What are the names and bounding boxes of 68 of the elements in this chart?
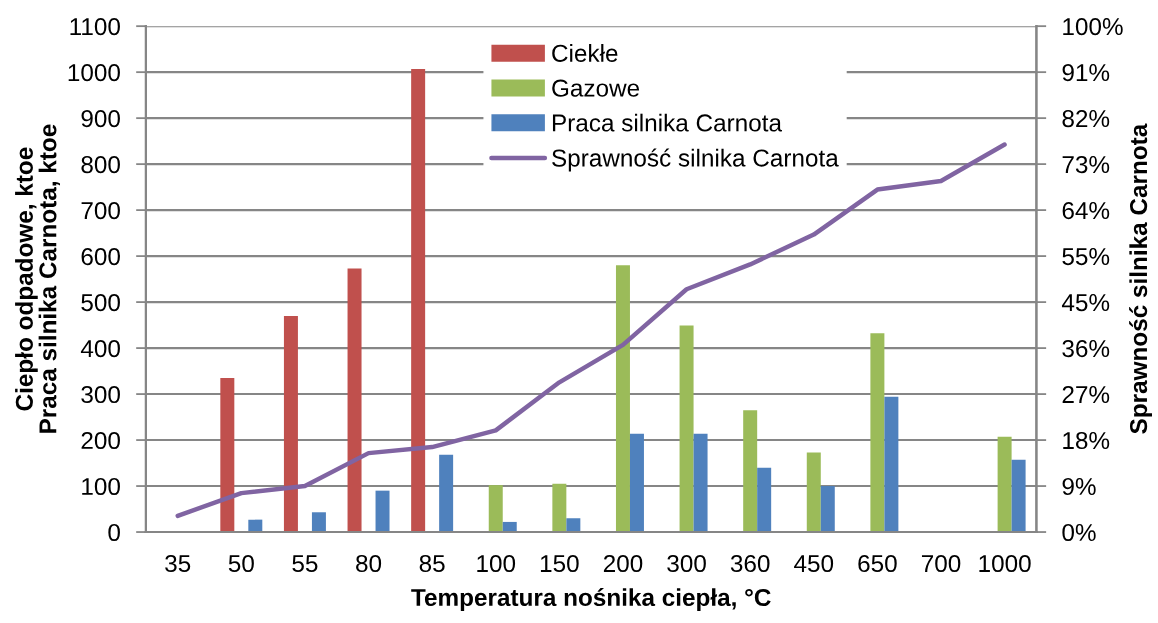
- y2-tick-label: 36%: [1062, 339, 1110, 358]
- y2-axis-title: Sprawność silnika Carnota: [1129, 123, 1152, 434]
- y-tick-label: 700: [81, 201, 120, 220]
- x-tick-label: 360: [730, 554, 770, 573]
- x-tick-label: 650: [858, 554, 897, 573]
- y2-tick-label: 18%: [1063, 431, 1110, 450]
- bar: [693, 433, 708, 533]
- bar: [488, 485, 503, 533]
- y-tick-label: 900: [81, 109, 120, 128]
- y2-tick-label: 55%: [1062, 248, 1110, 266]
- x-tick-label: 50: [228, 554, 254, 573]
- y-tick-label: 200: [81, 431, 120, 450]
- y2-tick-label: 64%: [1062, 201, 1110, 220]
- legend-label: Sprawność silnika Carnota: [552, 148, 839, 172]
- x-tick-label: 80: [356, 554, 382, 573]
- y2-tick-label: 91%: [1062, 63, 1110, 82]
- x-tick-label: 700: [921, 554, 961, 573]
- y-tick-label: 1000: [68, 63, 120, 82]
- bar: [884, 396, 899, 533]
- bar: [566, 518, 581, 533]
- bar: [375, 490, 390, 533]
- line-series: [175, 142, 1007, 519]
- y2-tick-label: 45%: [1061, 294, 1110, 312]
- bar: [1011, 459, 1026, 533]
- y2-tick-label: 73%: [1062, 155, 1110, 174]
- bar: [679, 325, 694, 533]
- bar: [615, 265, 630, 533]
- x-axis-title: Temperatura nośnika ciepła, °C: [411, 588, 771, 611]
- x-tick-label: 55: [292, 555, 318, 573]
- x-tick-label: 150: [540, 554, 579, 573]
- bar: [439, 454, 454, 533]
- y-tick-label: 800: [81, 155, 120, 174]
- y2-tick-label: 100%: [1063, 18, 1123, 36]
- x-tick-label: 450: [794, 554, 834, 573]
- y-tick-label: 500: [81, 293, 120, 312]
- bar: [283, 315, 298, 533]
- bar: [552, 483, 567, 533]
- x-tick-label: 300: [667, 554, 706, 573]
- x-tick-label: 100: [477, 554, 516, 573]
- y-axis-title: Ciepło odpadowe, ktoe Praca silnika Carnota, ktoe: [15, 124, 61, 433]
- y2-tick-label: 9%: [1062, 477, 1096, 496]
- x-tick-label: 200: [603, 554, 643, 573]
- bar: [743, 410, 758, 533]
- bar: [870, 333, 885, 533]
- y-tick-label: 400: [80, 339, 120, 358]
- y-tick-label: 0: [108, 523, 120, 542]
- x-tick-label: 85: [419, 554, 445, 573]
- y-tick-label: 100: [82, 477, 120, 496]
- y2-tick-label: 27%: [1062, 385, 1110, 404]
- bar: [757, 467, 772, 533]
- bar: [806, 452, 821, 533]
- y2-tick-label: 0%: [1062, 523, 1096, 542]
- bar: [629, 433, 644, 533]
- bar: [820, 486, 835, 533]
- y-tick-label: 1100: [70, 18, 120, 36]
- bar: [411, 68, 426, 533]
- y2-tick-label: 82%: [1062, 109, 1110, 128]
- x-tick-label: 35: [165, 554, 191, 573]
- bar: [220, 377, 235, 533]
- y-tick-label: 600: [81, 247, 120, 266]
- legend-label: Gazowe: [552, 79, 640, 97]
- bar: [997, 436, 1012, 533]
- bar: [347, 268, 362, 533]
- x-tick-label: 1000: [979, 554, 1031, 573]
- legend-label: Praca silnika Carnota: [552, 113, 782, 132]
- legend-label: Ciekłe: [552, 44, 618, 62]
- bar: [311, 512, 326, 533]
- y-tick-label: 300: [81, 385, 120, 404]
